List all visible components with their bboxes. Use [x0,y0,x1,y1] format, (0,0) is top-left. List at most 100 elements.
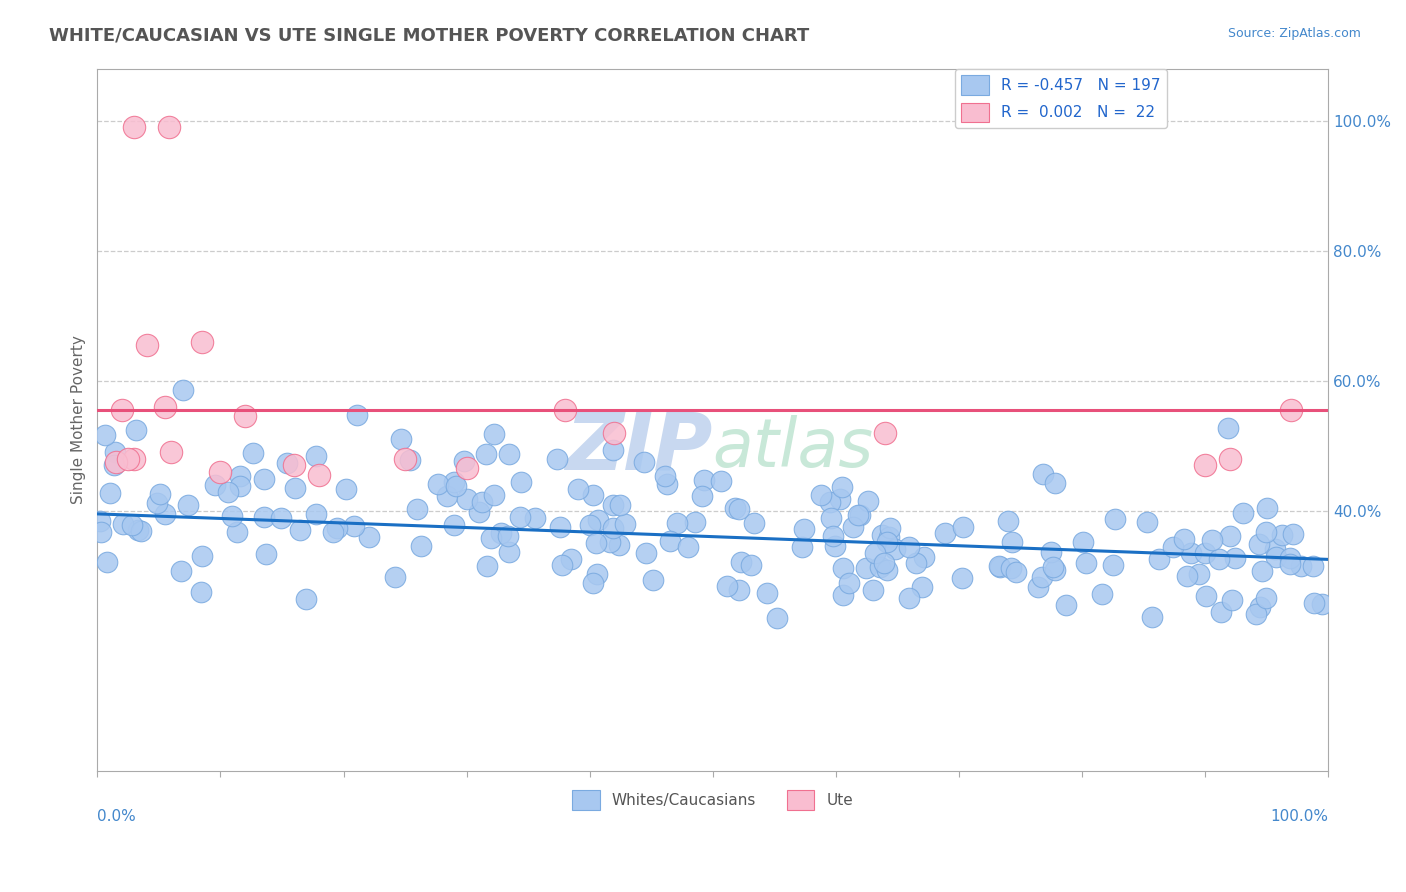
Point [229,479,252,493]
Point [838,576,860,591]
Point [877,530,900,544]
Point [498,544,520,558]
Point [1043,475,1066,490]
Point [1175,569,1198,583]
Point [322,524,344,539]
Point [883,541,905,556]
Point [897,591,920,605]
Point [820,510,842,524]
Point [111,516,134,531]
Point [1279,558,1302,572]
Point [523,510,546,524]
Point [841,520,863,534]
Point [1101,558,1123,572]
Point [1264,541,1286,556]
Point [253,510,276,524]
Point [1031,570,1053,584]
Point [221,508,243,523]
Point [730,555,752,569]
Point [229,469,252,483]
Point [172,383,194,397]
Point [1289,559,1312,574]
Point [135,338,157,352]
Point [1216,421,1239,435]
Point [1249,537,1271,551]
Point [284,481,307,495]
Point [997,514,1019,528]
Point [690,489,713,503]
Point [810,488,832,502]
Point [912,549,935,564]
Point [855,561,877,575]
Point [832,561,855,575]
Point [153,507,176,521]
Point [129,524,152,539]
Point [170,564,193,578]
Point [693,473,716,487]
Point [1076,556,1098,570]
Point [582,488,605,502]
Point [1220,593,1243,607]
Point [406,502,429,516]
Point [1278,550,1301,565]
Point [818,495,841,509]
Point [832,588,855,602]
Point [602,521,624,535]
Point [475,447,498,461]
Text: 100.0%: 100.0% [1270,809,1329,824]
Point [952,520,974,534]
Point [510,475,533,489]
Point [1251,565,1274,579]
Point [145,496,167,510]
Point [124,120,146,134]
Point [1249,599,1271,614]
Point [870,528,893,542]
Point [1310,597,1333,611]
Point [633,455,655,469]
Point [335,482,357,496]
Point [560,552,582,566]
Point [254,547,277,561]
Point [1040,545,1063,559]
Point [1194,546,1216,560]
Point [1223,550,1246,565]
Point [1042,560,1064,574]
Point [1246,607,1268,622]
Point [1208,552,1230,566]
Point [793,523,815,537]
Point [1000,561,1022,575]
Point [1256,501,1278,516]
Point [654,469,676,483]
Point [740,558,762,573]
Point [326,521,349,535]
Point [226,525,249,540]
Point [1232,506,1254,520]
Point [1303,596,1326,610]
Point [821,529,844,543]
Point [149,486,172,500]
Point [659,533,682,548]
Point [728,502,751,516]
Point [848,508,870,522]
Point [755,585,778,599]
Point [567,482,589,496]
Point [865,546,887,560]
Point [177,498,200,512]
Point [489,525,512,540]
Point [873,425,896,440]
Point [1219,451,1241,466]
Point [1282,527,1305,541]
Point [89,514,111,528]
Point [482,488,505,502]
Point [496,529,519,543]
Point [728,583,751,598]
Point [1173,532,1195,546]
Point [1054,598,1077,612]
Point [1264,550,1286,565]
Point [609,499,631,513]
Point [742,516,765,530]
Point [217,484,239,499]
Point [411,539,433,553]
Point [103,458,125,472]
Point [1071,534,1094,549]
